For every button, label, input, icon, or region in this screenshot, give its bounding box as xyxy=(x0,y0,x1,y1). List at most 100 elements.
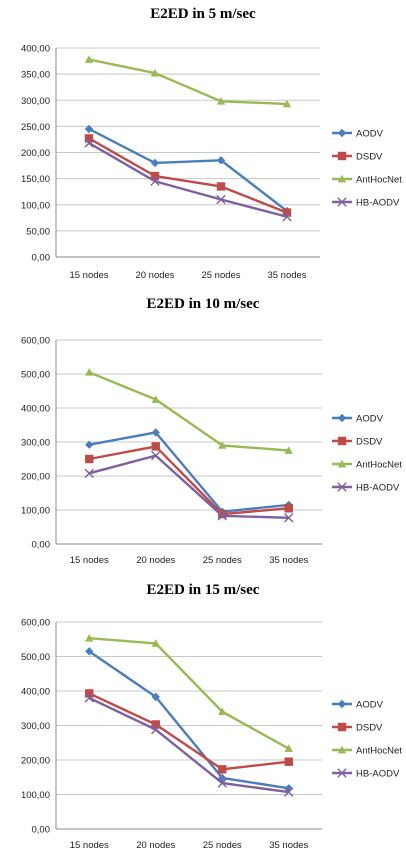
data-point xyxy=(151,450,161,461)
legend-item: AODV xyxy=(332,129,384,140)
series-hb-aodv xyxy=(84,138,292,222)
data-point xyxy=(218,765,227,774)
series-anthocnet xyxy=(85,634,293,752)
legend-label: HB-AODV xyxy=(356,769,400,780)
data-point xyxy=(282,99,292,108)
data-point xyxy=(218,707,227,716)
y-tick-label: 50,00 xyxy=(26,226,50,237)
legend-label: AODV xyxy=(356,414,384,425)
series-anthocnet xyxy=(84,55,292,108)
y-tick-label: 100,00 xyxy=(21,790,50,801)
x-tick-label: 25 nodes xyxy=(203,840,242,851)
series-dsdv xyxy=(85,689,293,774)
legend-item: AntHocNet xyxy=(332,175,402,186)
series-line xyxy=(89,431,289,513)
legend-item: HB-AODV xyxy=(332,768,400,780)
series-anthocnet xyxy=(85,368,293,454)
y-tick-label: 200,00 xyxy=(21,756,50,767)
y-tick-label: 400,00 xyxy=(21,404,50,415)
legend-label: DSDV xyxy=(356,723,383,734)
x-tick-label: 15 nodes xyxy=(70,555,109,566)
data-point xyxy=(150,171,160,181)
x-tick-label: 15 nodes xyxy=(69,270,108,281)
x-axis: 15 nodes 20 nodes 25 nodes 35 nodes xyxy=(69,270,306,281)
y-tick-label: 150,00 xyxy=(21,174,50,185)
data-point xyxy=(84,124,94,134)
data-point xyxy=(151,724,161,735)
legend-item: AntHocNet xyxy=(332,746,402,757)
y-axis: 0,00 100,00 200,00 300,00 400,00 500,00 600,00 xyxy=(21,336,57,551)
data-point xyxy=(216,194,226,205)
data-point xyxy=(85,689,94,698)
data-point xyxy=(282,208,292,217)
data-point xyxy=(150,68,160,77)
data-point xyxy=(85,454,94,464)
series-line xyxy=(88,58,288,106)
series-line xyxy=(88,127,288,212)
x-tick-label: 20 nodes xyxy=(136,555,175,566)
x-axis: 15 nodes 20 nodes 25 nodes 35 nodes xyxy=(70,555,309,566)
data-point xyxy=(150,176,160,186)
data-point xyxy=(150,158,160,168)
y-tick-label: 600,00 xyxy=(21,336,50,347)
legend-item: DSDV xyxy=(332,437,383,448)
chart-10ms-plot: 0,00 100,00 200,00 300,00 400,00 500,00 600,00… xyxy=(21,336,402,567)
legend-item: DSDV xyxy=(332,152,383,163)
y-tick-label: 0,00 xyxy=(32,253,51,264)
data-point xyxy=(84,468,94,478)
y-tick-label: 100,00 xyxy=(21,200,50,211)
chart-15ms-plot: 0,00 100,00 200,00 300,00 400,00 500,00 600,00… xyxy=(21,618,402,852)
data-point xyxy=(218,509,227,519)
series-hb-aodv xyxy=(84,450,294,523)
series-line xyxy=(88,454,289,520)
y-tick-label: 500,00 xyxy=(21,652,50,663)
y-tick-label: 100,00 xyxy=(21,506,50,517)
y-tick-label: 200,00 xyxy=(21,148,50,159)
legend-item: HB-AODV xyxy=(332,482,400,494)
legend-label: AntHocNet xyxy=(356,175,402,186)
data-point xyxy=(151,639,160,647)
legend-item: AODV xyxy=(332,700,384,711)
legend-marker xyxy=(337,768,347,778)
data-point xyxy=(217,511,227,521)
data-point xyxy=(84,134,94,143)
data-point xyxy=(151,442,160,451)
data-point xyxy=(284,744,293,752)
y-tick-label: 600,00 xyxy=(21,618,50,629)
data-point xyxy=(216,182,226,191)
legend-marker xyxy=(337,722,347,732)
series-line xyxy=(88,137,288,214)
series-line xyxy=(88,142,288,218)
legend-item: HB-AODV xyxy=(332,197,400,209)
legend-item: DSDV xyxy=(332,723,383,734)
data-point xyxy=(84,55,94,63)
x-tick-label: 20 nodes xyxy=(136,840,175,851)
series-dsdv xyxy=(84,134,292,217)
y-tick-label: 0,00 xyxy=(32,540,51,551)
data-point xyxy=(84,693,94,703)
legend-label: DSDV xyxy=(356,152,383,163)
legend-item: AntHocNet xyxy=(332,460,402,471)
y-axis: 0,00 100,00 200,00 300,00 400,00 500,00 600,00 xyxy=(21,618,57,836)
y-tick-label: 400,00 xyxy=(21,44,50,55)
chart-title: E2ED in 15 m/sec xyxy=(146,582,260,598)
legend-marker xyxy=(337,699,347,709)
y-tick-label: 0,00 xyxy=(32,825,51,836)
chart-10ms: E2ED in 10 m/sec 0,00 100,00 200,00 300,00 4… xyxy=(0,290,406,570)
series-line xyxy=(89,445,289,516)
chart-5ms-plot: 0,00 50,00 100,00 150,00 200,00 250,00 300,00 3… xyxy=(21,44,402,282)
y-tick-label: 250,00 xyxy=(21,122,50,133)
data-point xyxy=(284,757,293,766)
data-point xyxy=(218,773,227,783)
x-tick-label: 35 nodes xyxy=(269,840,308,851)
data-point xyxy=(282,212,292,222)
data-point xyxy=(151,692,160,702)
legend-marker xyxy=(337,436,347,446)
data-point xyxy=(84,138,94,148)
series-line xyxy=(88,696,289,794)
y-tick-label: 400,00 xyxy=(21,687,50,698)
legend-label: AODV xyxy=(356,129,384,140)
gridlines xyxy=(56,47,320,258)
series-line xyxy=(89,637,290,750)
legend-marker xyxy=(337,174,347,183)
